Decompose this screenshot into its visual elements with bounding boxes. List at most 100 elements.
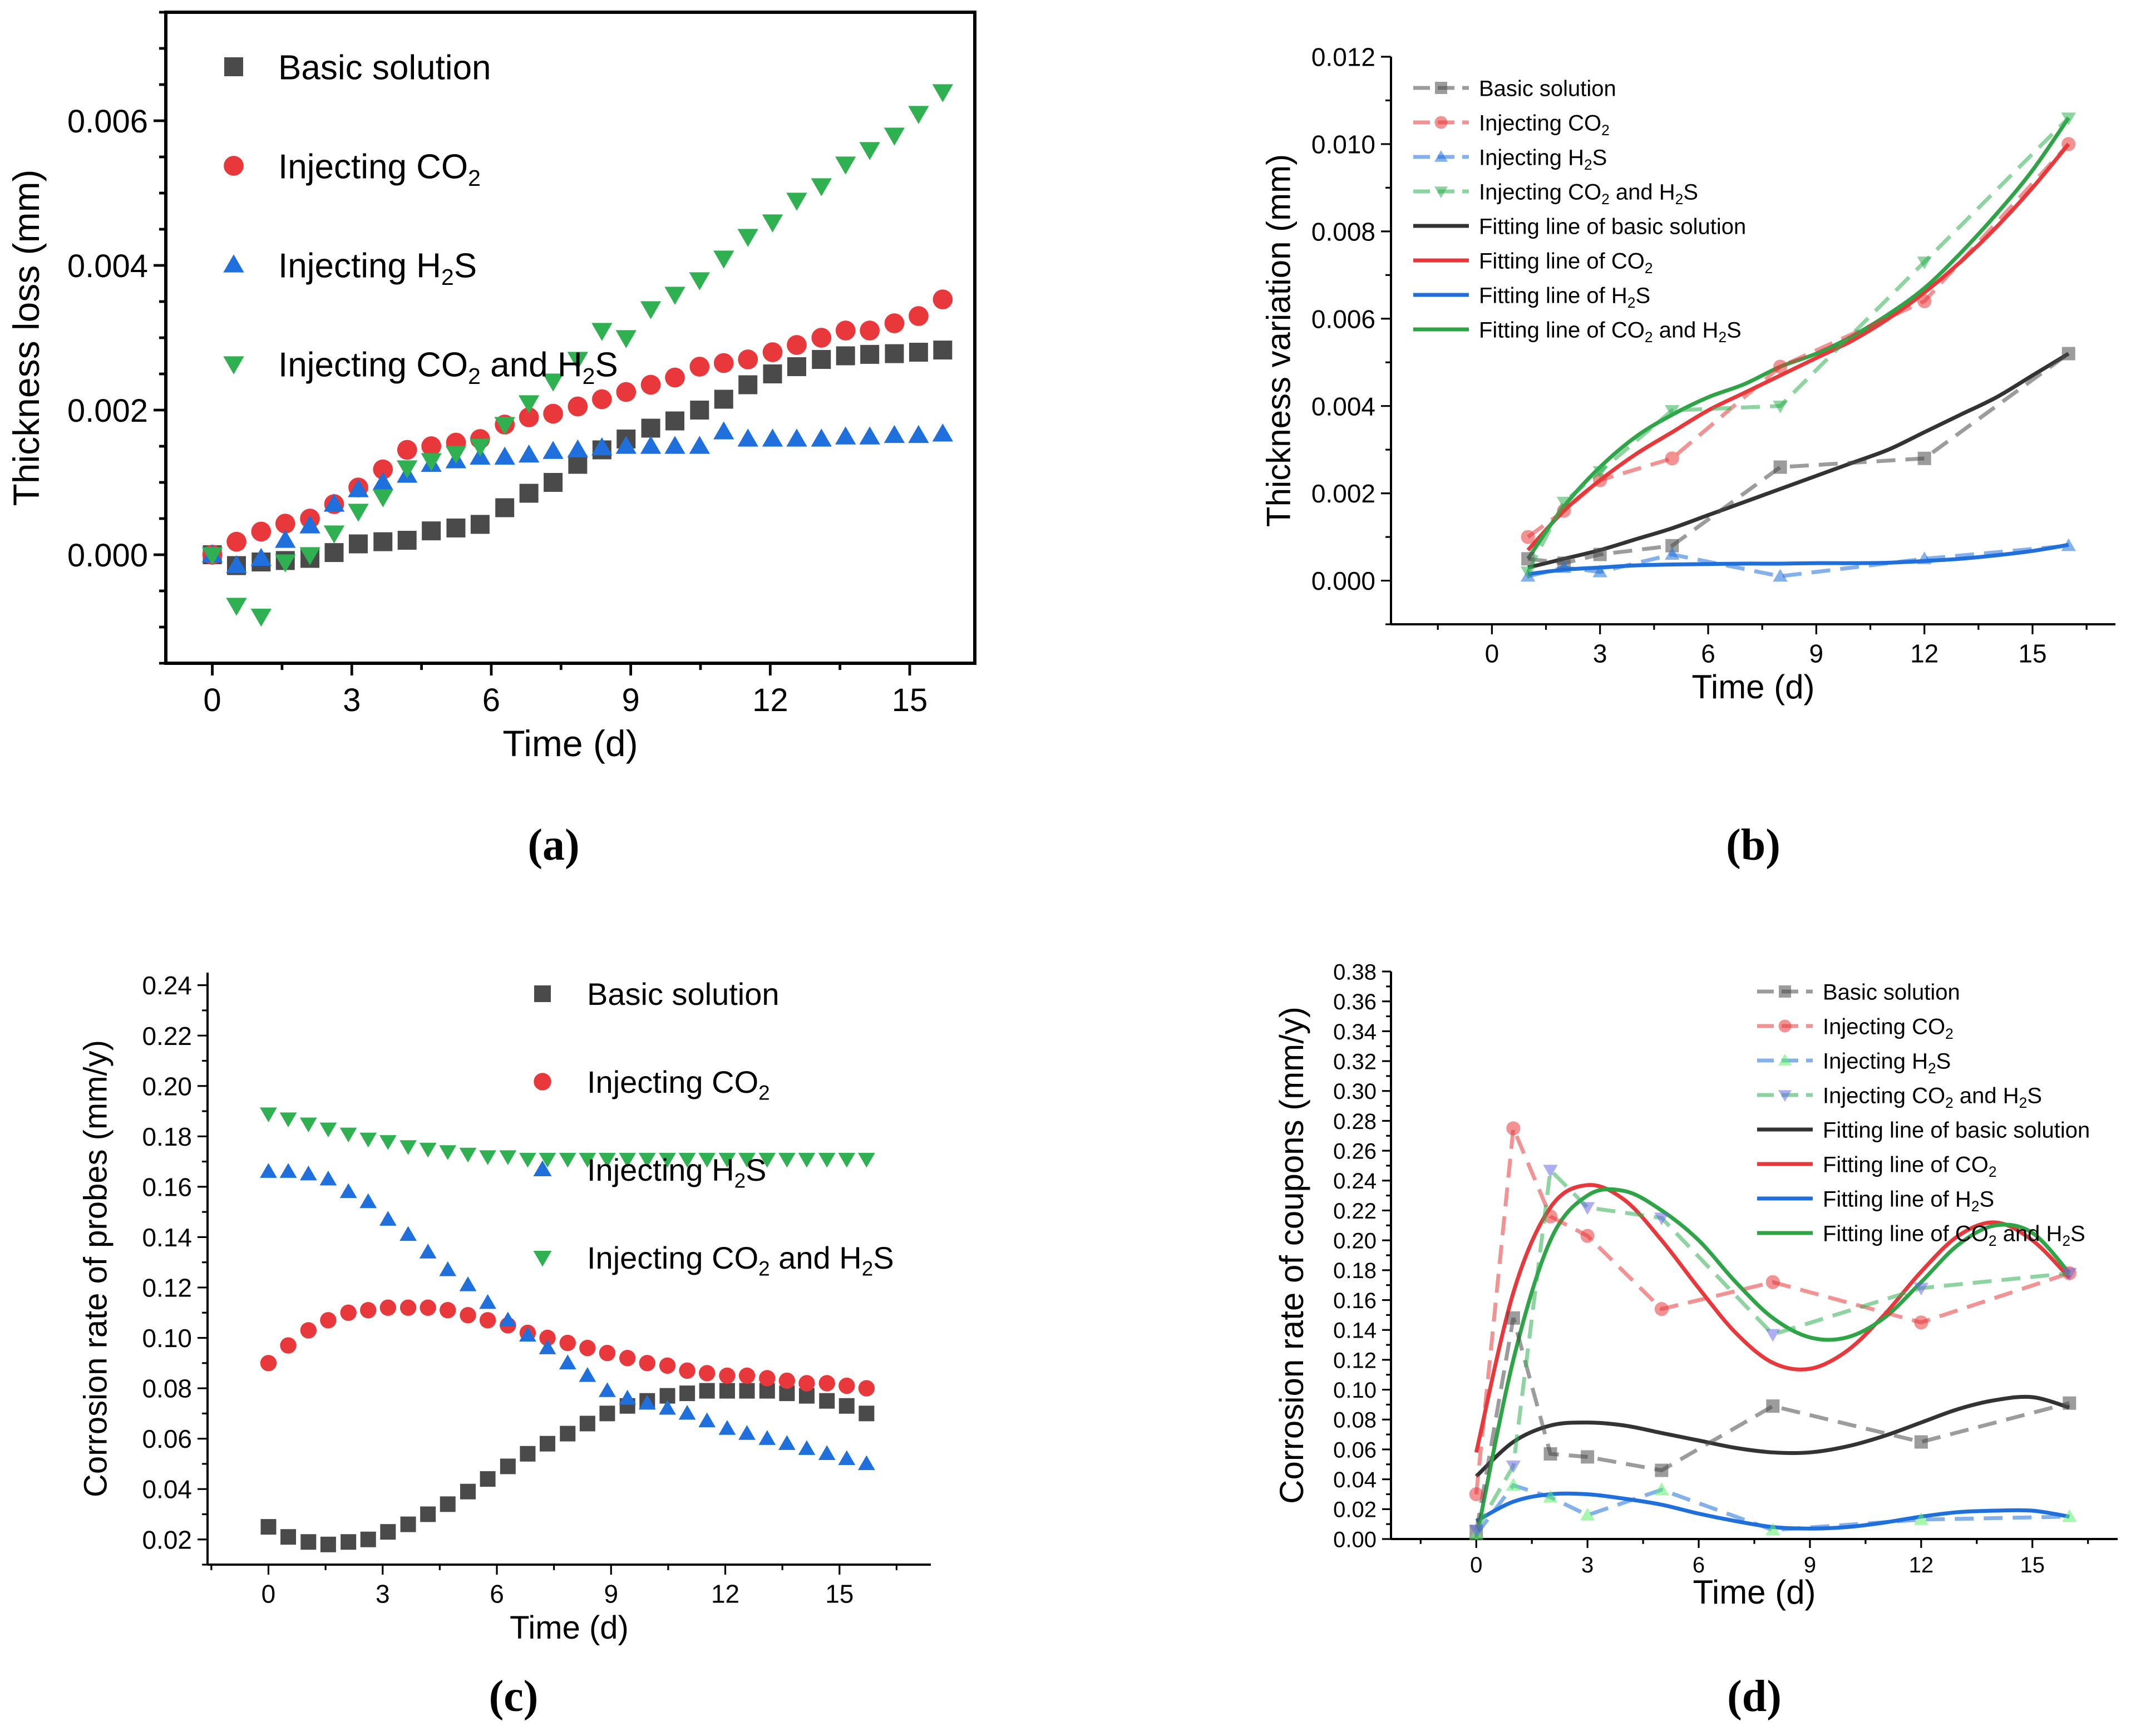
- h2s-data-point: [758, 1430, 776, 1445]
- chart-b: 0 3 6 9 12 15 0.000 0.002 0.004 0.006 0.008 0.010 0.…: [1260, 43, 2115, 870]
- mix-data-point: [518, 395, 540, 413]
- h2s-data-point: [1543, 1490, 1558, 1503]
- co2-data-point: [713, 353, 734, 373]
- co2-data-point: [1665, 451, 1679, 466]
- h2s-data-point: [275, 530, 296, 548]
- x-tick-label: 6: [482, 682, 500, 718]
- co2-data-point: [1765, 1275, 1780, 1289]
- mix-data-point: [640, 301, 662, 319]
- h2s-dashed-line: [1527, 544, 2069, 579]
- legend-co2-marker: [224, 156, 244, 176]
- h2s-data-point: [579, 1367, 596, 1382]
- mix-data-point: [859, 142, 880, 160]
- mix-data-point: [835, 156, 856, 175]
- legend-mix-marker: [223, 356, 244, 374]
- legend-co2-marker: [1434, 116, 1448, 129]
- basic-dashed-line: [1474, 1317, 2070, 1532]
- text-run: Fitting line of CO: [1479, 318, 1645, 342]
- text-run: Basic solution: [1479, 76, 1616, 101]
- h2s-data-point: [591, 437, 613, 456]
- co2-data-point: [933, 289, 953, 309]
- caption-d: (d): [1727, 1672, 1782, 1721]
- basic-data-point: [1581, 1450, 1595, 1464]
- h2s-data-point: [932, 423, 954, 442]
- y-tick-label: 0.16: [142, 1172, 192, 1201]
- subscript: 2: [734, 1169, 746, 1192]
- basic-data-point: [787, 357, 806, 376]
- mix-data-point: [818, 1152, 836, 1168]
- text-run: S: [454, 246, 477, 285]
- h2s-data-point: [459, 1276, 477, 1291]
- mix-data-point: [339, 1127, 357, 1143]
- basic-data-point: [714, 389, 733, 409]
- legend-mix-marker: [1778, 1090, 1792, 1102]
- text-run: and H: [1954, 1083, 2019, 1108]
- legend-h2s-label: Injecting H2S: [278, 246, 477, 290]
- h2s-data-point: [299, 515, 320, 534]
- fit_basic-fitting-line: [1527, 352, 2070, 570]
- mix-data-point: [299, 547, 320, 565]
- caption-a: (a): [527, 821, 579, 870]
- h2s-data-point: [419, 1244, 437, 1259]
- h2s-data-point: [838, 1450, 856, 1466]
- h2s-data-point: [857, 1455, 875, 1471]
- basic-data-point: [599, 1405, 615, 1422]
- mix-data-point: [615, 330, 637, 348]
- basic-data-point: [838, 1398, 855, 1414]
- text-run: Fitting line of H: [1823, 1187, 1971, 1211]
- h2s-data-point: [1765, 1522, 1780, 1536]
- text-run: S: [1936, 1049, 1951, 1073]
- legend-fit-fit_basic-label: Fitting line of basic solution: [1479, 214, 1746, 239]
- legend-basic-marker: [1779, 985, 1791, 998]
- subscript: 2: [2062, 1232, 2070, 1249]
- y-tick-label: 0.08: [142, 1374, 192, 1403]
- subscript: 2: [468, 363, 481, 389]
- co2-data-point: [811, 328, 832, 348]
- h2s-data-point: [519, 1326, 536, 1342]
- basic-data-point: [763, 364, 782, 383]
- legend-mix-label: Injecting CO2 and H2S: [1479, 180, 1698, 208]
- co2-data-point: [251, 521, 272, 542]
- co2-data-point: [619, 1350, 636, 1367]
- co2-data-point: [519, 407, 539, 427]
- legend-mix-label: Injecting CO2 and H2S: [1823, 1083, 2042, 1111]
- y-tick-label: 0.22: [1333, 1199, 1377, 1224]
- subscript: 2: [1928, 1060, 1936, 1077]
- legend-basic-label: Basic solution: [1479, 76, 1616, 101]
- legend-mix-marker: [533, 1251, 552, 1267]
- y-tick-label: 0.14: [142, 1223, 192, 1252]
- text-run: S: [595, 346, 618, 384]
- subscript: 2: [441, 264, 454, 290]
- co2-data-point: [1469, 1487, 1483, 1502]
- basic-data-point: [885, 344, 904, 363]
- h2s-data-point: [1773, 569, 1788, 582]
- mix-data-point: [275, 554, 296, 573]
- x-tick-label: 15: [2018, 639, 2046, 668]
- mix-data-point: [811, 178, 832, 196]
- mix-data-point: [201, 547, 223, 565]
- co2-data-point: [591, 389, 612, 410]
- h2s-data-point: [499, 1311, 517, 1327]
- x-tick-label: 15: [2020, 1553, 2045, 1577]
- text-run: S: [1683, 180, 1698, 204]
- basic-data-point: [819, 1393, 835, 1409]
- subscript: 2: [862, 1257, 874, 1280]
- basic-data-point: [420, 1506, 436, 1522]
- text-run: S: [1635, 283, 1650, 308]
- mix-data-point: [323, 525, 345, 544]
- co2-data-point: [1506, 1121, 1521, 1136]
- h2s-data-point: [786, 428, 807, 447]
- text-run: Injecting H: [587, 1152, 734, 1187]
- mix-data-point: [738, 1152, 756, 1168]
- mix-data-point: [619, 1152, 637, 1168]
- x-tick-label: 6: [1693, 1553, 1705, 1577]
- x-axis-label: Time (d): [502, 723, 638, 764]
- h2s-data-point: [615, 436, 637, 454]
- mix-data-point: [419, 1142, 437, 1158]
- h2s-data-point: [479, 1294, 496, 1309]
- mix-data-point: [372, 489, 393, 507]
- h2s-data-point: [678, 1404, 696, 1420]
- h2s-data-point: [718, 1420, 736, 1435]
